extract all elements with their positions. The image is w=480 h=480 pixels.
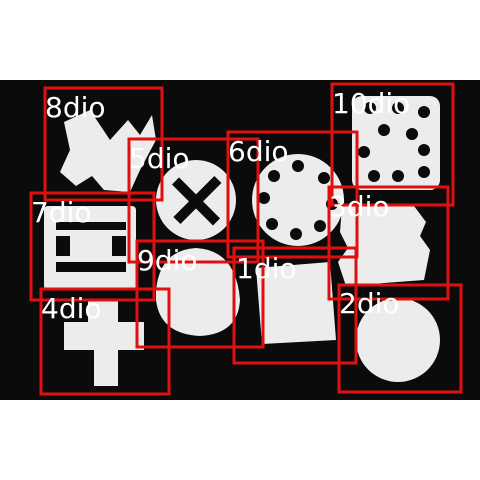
- detection-labels: 8dio 10dio 5dio 6dio 7dio 3dio 9dio 1dio…: [31, 87, 410, 325]
- label-9dio: 9dio: [137, 244, 198, 277]
- label-5dio: 5dio: [129, 142, 190, 175]
- label-3dio: 3dio: [329, 190, 390, 223]
- label-1dio: 1dio: [236, 252, 297, 285]
- bbox-3dio: [327, 185, 450, 301]
- part-4: [64, 300, 144, 386]
- bbox-8dio: [43, 86, 164, 202]
- bbox-4dio: [39, 287, 171, 396]
- bbox-9dio: [135, 239, 265, 349]
- label-10dio: 10dio: [332, 87, 410, 120]
- label-4dio: 4dio: [41, 292, 102, 325]
- bbox-6dio: [226, 130, 359, 259]
- label-7dio: 7dio: [31, 196, 92, 229]
- bbox-10dio: [330, 82, 455, 207]
- part-9: [156, 248, 240, 336]
- detection-boxes: [29, 82, 463, 396]
- part-8: [60, 110, 156, 192]
- label-8dio: 8dio: [45, 91, 106, 124]
- bbox-7dio: [29, 191, 156, 302]
- part-1: [256, 262, 336, 344]
- bbox-5dio: [127, 137, 260, 264]
- label-2dio: 2dio: [339, 287, 400, 320]
- label-6dio: 6dio: [228, 135, 289, 168]
- part-2: [356, 298, 440, 382]
- bbox-1dio: [232, 246, 358, 365]
- part-3: [338, 206, 430, 286]
- part-10: [352, 96, 440, 190]
- bbox-2dio: [337, 283, 463, 394]
